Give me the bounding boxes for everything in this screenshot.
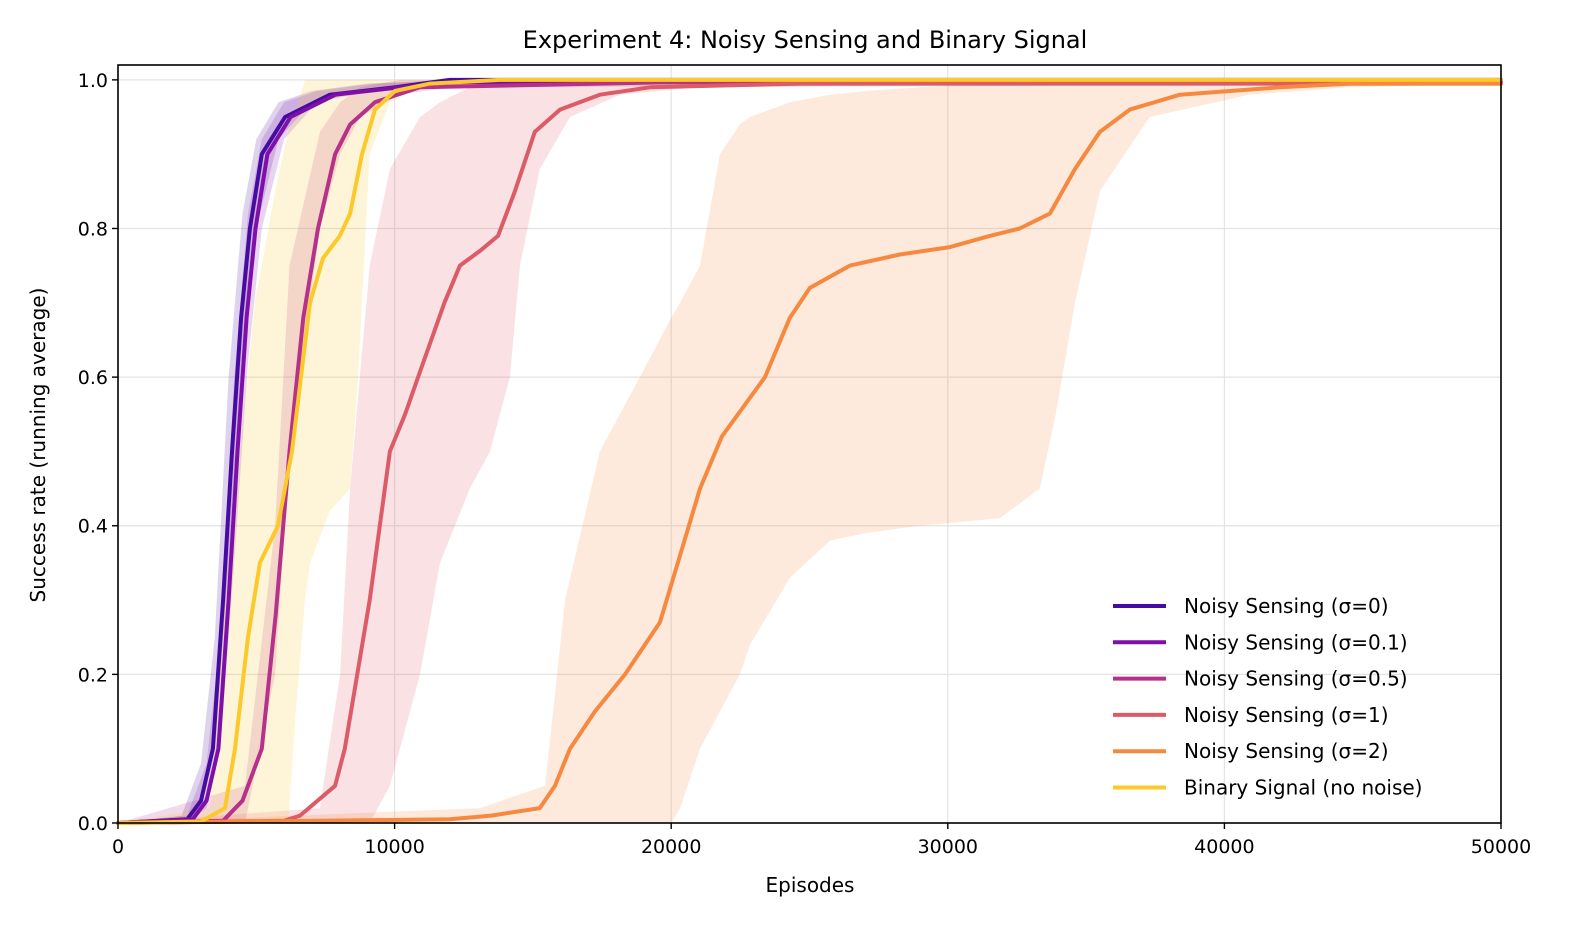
series-line	[116, 81, 1503, 825]
chart-title: Experiment 4: Noisy Sensing and Binary S…	[523, 26, 1088, 54]
confidence-band	[118, 79, 1501, 823]
legend-label: Noisy Sensing (σ=0.1)	[1184, 630, 1408, 654]
legend-label: Noisy Sensing (σ=2)	[1184, 739, 1389, 763]
x-axis-label: Episodes	[766, 873, 855, 897]
series-lines	[116, 77, 1503, 825]
series-line	[116, 77, 1503, 825]
series-line	[116, 80, 1503, 825]
y-tick-label: 0.8	[78, 218, 108, 240]
legend-label: Noisy Sensing (σ=0.5)	[1184, 667, 1408, 691]
confidence-bands	[118, 79, 1501, 823]
legend: Noisy Sensing (σ=0) Noisy Sensing (σ=0.1)…	[1113, 594, 1423, 800]
legend-label: Noisy Sensing (σ=1)	[1184, 703, 1389, 727]
axis-ticks: 0 10000 20000 30000 40000 50000 0.0 0.2 0.4 0.6 0.…	[78, 70, 1531, 858]
x-tick-label: 40000	[1194, 836, 1254, 858]
x-tick-label: 30000	[918, 836, 978, 858]
y-tick-label: 0.6	[78, 367, 108, 389]
y-axis-label: Success rate (running average)	[26, 288, 50, 603]
series-line	[116, 81, 1503, 825]
x-tick-label: 20000	[641, 836, 701, 858]
confidence-band	[118, 79, 1501, 823]
confidence-band	[118, 79, 1501, 823]
x-tick-label: 10000	[364, 836, 424, 858]
y-tick-label: 0.2	[78, 664, 108, 686]
series-line	[116, 80, 1503, 825]
confidence-band	[118, 79, 1501, 823]
legend-label: Noisy Sensing (σ=0)	[1184, 594, 1389, 618]
x-tick-label: 50000	[1471, 836, 1531, 858]
legend-label: Binary Signal (no noise)	[1184, 776, 1423, 800]
confidence-band	[118, 79, 1501, 823]
plot-frame	[117, 64, 1502, 824]
y-tick-label: 0.4	[78, 516, 108, 538]
y-tick-label: 0.0	[78, 813, 108, 835]
x-tick-label: 0	[112, 836, 124, 858]
y-tick-label: 1.0	[78, 70, 108, 92]
